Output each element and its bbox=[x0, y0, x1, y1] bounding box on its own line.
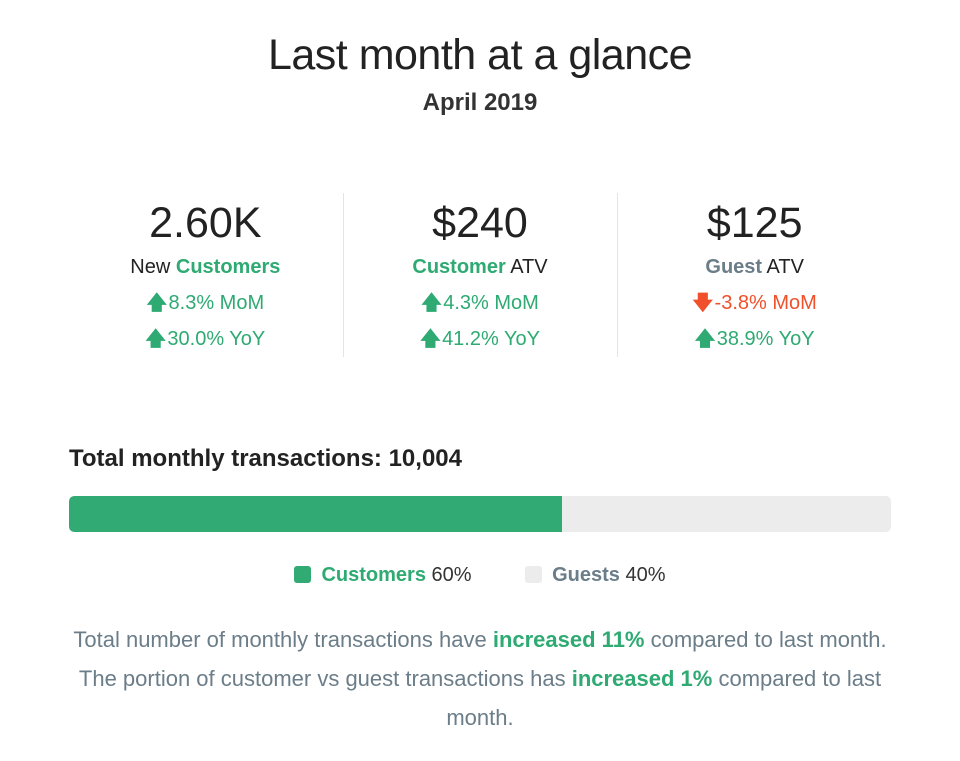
summary-highlight: increased 11% bbox=[492, 627, 645, 652]
customers-swatch-icon bbox=[294, 566, 312, 583]
summary-part: Total number of monthly transactions hav… bbox=[73, 627, 493, 652]
page-subtitle: April 2019 bbox=[422, 89, 538, 116]
summary-highlight: increased 1% bbox=[571, 666, 713, 691]
stat-label-suffix: ATV bbox=[505, 256, 548, 278]
legend: Customers 60% Guests 40% bbox=[0, 562, 960, 588]
change-mom: 🡇-3.8% MoM bbox=[617, 291, 892, 315]
arrow-up-icon: 🡅 bbox=[146, 292, 168, 314]
transactions-progress-bar bbox=[69, 496, 891, 532]
stat-new-customers: 2.60K New Customers 🡅8.3% MoM 🡅30.0% YoY bbox=[68, 193, 343, 357]
stat-guest-atv: $125 Guest ATV 🡇-3.8% MoM 🡅38.9% YoY bbox=[617, 193, 892, 357]
page-title: Last month at a glance bbox=[267, 31, 693, 79]
summary-text: Total number of monthly transactions hav… bbox=[60, 620, 900, 737]
stat-label: Customer ATV bbox=[343, 255, 618, 279]
stat-customer-atv: $240 Customer ATV 🡅4.3% MoM 🡅41.2% YoY bbox=[342, 193, 618, 357]
change-text: 30.0% YoY bbox=[167, 328, 266, 350]
change-yoy: 🡅41.2% YoY bbox=[343, 327, 618, 351]
arrow-up-icon: 🡅 bbox=[145, 328, 166, 350]
stat-value: 2.60K bbox=[149, 199, 262, 247]
stat-value: $240 bbox=[432, 199, 528, 247]
summary-part: compared to last month. The portion of c… bbox=[78, 627, 887, 691]
stat-label-highlight: Customer bbox=[412, 256, 506, 278]
legend-label: Customers bbox=[321, 564, 426, 586]
legend-item-guests: Guests 40% bbox=[525, 562, 666, 588]
change-text: 4.3% MoM bbox=[443, 292, 539, 314]
change-text: -3.8% MoM bbox=[714, 292, 817, 314]
change-mom: 🡅8.3% MoM bbox=[68, 291, 343, 315]
guests-swatch-icon bbox=[525, 566, 543, 583]
arrow-up-icon: 🡅 bbox=[420, 328, 441, 350]
change-mom: 🡅4.3% MoM bbox=[343, 291, 618, 315]
header: Last month at a glance April 2019 bbox=[0, 0, 960, 118]
arrow-up-icon: 🡅 bbox=[421, 292, 442, 314]
stat-label-prefix: New bbox=[130, 256, 176, 278]
legend-label: Guests bbox=[552, 564, 620, 586]
legend-percent: 60% bbox=[425, 564, 472, 586]
arrow-down-icon: 🡇 bbox=[692, 292, 714, 314]
legend-item-customers: Customers 60% bbox=[294, 562, 472, 588]
stat-label-suffix: ATV bbox=[762, 256, 804, 278]
change-yoy: 🡅38.9% YoY bbox=[617, 327, 892, 351]
arrow-up-icon: 🡅 bbox=[694, 328, 716, 350]
stat-label: Guest ATV bbox=[617, 255, 892, 279]
legend-percent: 40% bbox=[619, 564, 666, 586]
stat-value: $125 bbox=[706, 199, 803, 247]
customers-bar-fill bbox=[69, 496, 563, 532]
stat-label: New Customers bbox=[68, 255, 343, 279]
stats-row: 2.60K New Customers 🡅8.3% MoM 🡅30.0% YoY… bbox=[68, 193, 892, 357]
change-yoy: 🡅30.0% YoY bbox=[68, 327, 343, 351]
change-text: 41.2% YoY bbox=[442, 328, 540, 350]
transactions-heading: Total monthly transactions: 10,004 bbox=[69, 445, 462, 472]
stat-label-highlight: Guest bbox=[705, 256, 763, 278]
summary-part: compared to last month. bbox=[446, 666, 882, 730]
change-text: 8.3% MoM bbox=[168, 292, 265, 314]
stat-label-highlight: Customers bbox=[175, 256, 281, 278]
change-text: 38.9% YoY bbox=[716, 328, 815, 350]
